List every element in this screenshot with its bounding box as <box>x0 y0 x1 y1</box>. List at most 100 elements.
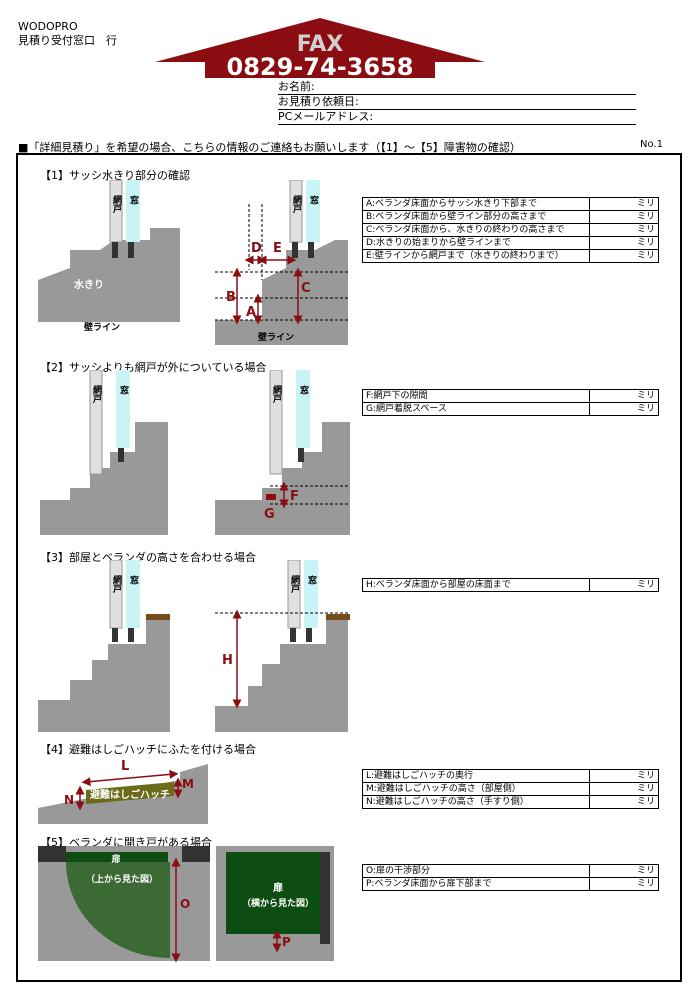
table-row: A:ベランダ床面からサッシ水きり下部まで ミリ <box>362 197 659 211</box>
row-label: O:扉の干渉部分 <box>362 864 590 878</box>
right-outer-screen-diagram: 網戸 窓 F G <box>215 370 350 535</box>
dim-O: O <box>180 897 190 911</box>
row-unit[interactable]: ミリ <box>589 402 659 416</box>
svg-text:網戸: 網戸 <box>289 574 300 594</box>
recipient-window: 見積り受付窓口 行 <box>18 34 117 47</box>
dim-A: A <box>246 305 256 320</box>
door-side-label: （横から見た図） <box>242 897 314 909</box>
wall-line-label: 壁ライン <box>84 321 120 333</box>
name-field[interactable]: お名前: <box>278 80 636 95</box>
screen-label: 網戸 <box>111 194 122 214</box>
table-row: B:ベランダ床面から壁ライン部分の高さまで ミリ <box>362 210 659 224</box>
roof-body <box>205 50 435 78</box>
room-floor <box>146 614 170 620</box>
section-3-title: 【3】部屋とベランダの高さを合わせる場合 <box>40 551 256 564</box>
row-unit[interactable]: ミリ <box>589 223 659 237</box>
section-5-diagrams: 扉 （上から見た図） O 扉 （横から見た図） P <box>38 846 334 963</box>
section-1-title: 【1】サッシ水きり部分の確認 <box>40 169 190 182</box>
dim-H: H <box>222 653 233 668</box>
request-date-field[interactable]: お見積り依頼日: <box>278 95 636 110</box>
row-label: N:避難はしごハッチの高さ（手すり側） <box>362 795 590 809</box>
table-row: G:網戸着脱スペース ミリ <box>362 402 659 416</box>
row-unit[interactable]: ミリ <box>589 877 659 891</box>
table-row: P:ベランダ床面から扉下部まで ミリ <box>362 877 659 891</box>
table-row: H:ベランダ床面から部屋の床面まで ミリ <box>362 578 659 592</box>
section-4-diagram: 避難はしごハッチ L N M <box>38 759 208 824</box>
intro-text: ■「詳細見積り」を希望の場合、こちらの情報のご連絡もお願いします（【1】〜【5】… <box>18 141 521 154</box>
dim-N: N <box>64 793 74 807</box>
dim-F: F <box>290 489 299 504</box>
row-label: H:ベランダ床面から部屋の床面まで <box>362 578 590 592</box>
row-unit[interactable]: ミリ <box>589 769 659 783</box>
window-label: 窓 <box>308 194 319 205</box>
dim-L: L <box>121 759 129 774</box>
row-unit[interactable]: ミリ <box>589 795 659 809</box>
section-1-diagrams: 網戸 窓 水きり 壁ライン 網戸 窓 B A C D E 壁ライン <box>38 180 348 345</box>
right-sash-diagram: 網戸 窓 B A C D E 壁ライン <box>215 180 348 345</box>
form-frame <box>16 153 682 982</box>
dim-G: G <box>264 507 275 522</box>
row-label: F:網戸下の隙間 <box>362 389 590 403</box>
door-label: 扉 <box>110 853 120 865</box>
drip-label: 水きり <box>73 278 104 291</box>
dim-P: P <box>282 935 291 949</box>
section-2-table: F:網戸下の隙間 ミリ G:網戸着脱スペース ミリ <box>362 389 659 416</box>
table-row: M:避難はしごハッチの高さ（部屋側） ミリ <box>362 782 659 796</box>
section-4-table: L:避難はしごハッチの奥行 ミリ M:避難はしごハッチの高さ（部屋側） ミリ N:避… <box>362 769 659 809</box>
svg-text:扉: 扉 <box>272 881 283 894</box>
row-unit[interactable]: ミリ <box>589 389 659 403</box>
dim-E: E <box>273 241 282 256</box>
wall-line-label: 壁ライン <box>258 331 294 343</box>
door-panel <box>226 852 328 934</box>
table-row: N:避難はしごハッチの高さ（手すり側） ミリ <box>362 795 659 809</box>
row-unit[interactable]: ミリ <box>589 249 659 263</box>
row-unit[interactable]: ミリ <box>589 782 659 796</box>
table-row: E:壁ラインから網戸まで（水きりの終わりまで） ミリ <box>362 249 659 263</box>
section-3-diagrams: 網戸 窓 網戸 窓 H <box>38 560 350 732</box>
row-unit[interactable]: ミリ <box>589 210 659 224</box>
section-1-table: A:ベランダ床面からサッシ水きり下部まで ミリ B:ベランダ床面から壁ライン部分の… <box>362 197 659 263</box>
svg-text:窓: 窓 <box>298 384 309 395</box>
row-label: E:壁ラインから網戸まで（水きりの終わりまで） <box>362 249 590 263</box>
hatch-lid <box>86 782 174 804</box>
fax-roof-banner: FAX 0829-74-3658 <box>155 18 485 78</box>
svg-text:窓: 窓 <box>128 574 139 585</box>
window-label: 窓 <box>128 194 139 205</box>
section-5-table: O:扉の干渉部分 ミリ P:ベランダ床面から扉下部まで ミリ <box>362 864 659 891</box>
hatch-label: 避難はしごハッチ <box>89 788 170 801</box>
fax-number: 0829-74-3658 <box>227 53 414 78</box>
fax-label: FAX <box>297 32 344 57</box>
row-unit[interactable]: ミリ <box>589 864 659 878</box>
section-2-diagrams: 網戸 窓 網戸 窓 F G <box>40 370 350 535</box>
row-label: A:ベランダ床面からサッシ水きり下部まで <box>362 197 590 211</box>
row-label: C:ベランダ床面から、水きりの終わりの高さまで <box>362 223 590 237</box>
table-row: C:ベランダ床面から、水きりの終わりの高さまで ミリ <box>362 223 659 237</box>
row-label: G:網戸着脱スペース <box>362 402 590 416</box>
dim-D: D <box>251 241 262 256</box>
table-row: O:扉の干渉部分 ミリ <box>362 864 659 878</box>
door-side-view: 扉 （横から見た図） P <box>216 846 334 961</box>
svg-text:網戸: 網戸 <box>111 574 122 594</box>
table-row: L:避難はしごハッチの奥行 ミリ <box>362 769 659 783</box>
dim-M: M <box>182 777 194 791</box>
door-top-label: （上から見た図） <box>86 873 158 885</box>
window-glass <box>126 180 140 242</box>
company-name: WODOPRO <box>18 20 78 33</box>
table-row: D:水きりの始まりから壁ラインまで ミリ <box>362 236 659 250</box>
door-top-view: 扉 （上から見た図） O <box>38 846 210 963</box>
left-outer-screen-diagram: 網戸 窓 <box>40 370 168 535</box>
row-unit[interactable]: ミリ <box>589 578 659 592</box>
row-unit[interactable]: ミリ <box>589 197 659 211</box>
table-row: F:網戸下の隙間 ミリ <box>362 389 659 403</box>
dim-C: C <box>301 281 311 296</box>
section-3-table: H:ベランダ床面から部屋の床面まで ミリ <box>362 578 659 592</box>
section-5-title: 【5】ベランダに開き戸がある場合 <box>40 836 212 849</box>
row-label: L:避難はしごハッチの奥行 <box>362 769 590 783</box>
row-label: P:ベランダ床面から扉下部まで <box>362 877 590 891</box>
left-room-height-diagram: 網戸 窓 <box>38 560 170 732</box>
svg-text:窓: 窓 <box>118 384 129 395</box>
screen-label: 網戸 <box>291 194 302 214</box>
email-field[interactable]: PCメールアドレス: <box>278 110 636 125</box>
row-label: B:ベランダ床面から壁ライン部分の高さまで <box>362 210 590 224</box>
row-unit[interactable]: ミリ <box>589 236 659 250</box>
